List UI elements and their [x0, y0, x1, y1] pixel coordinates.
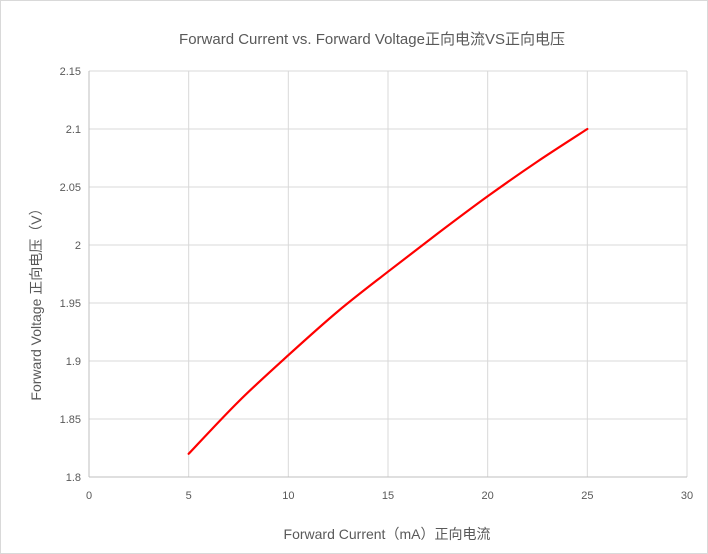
- series-group: [187, 127, 589, 455]
- grid-lines: [88, 70, 688, 478]
- x-tick-label: 5: [186, 490, 192, 502]
- y-tick-label: 1.8: [66, 472, 81, 484]
- y-tick-label: 2.05: [60, 182, 81, 194]
- x-tick-label: 0: [86, 490, 92, 502]
- y-tick-label: 2: [75, 240, 81, 252]
- x-tick-labels: 0 5 10 15 20 25 30: [86, 490, 693, 502]
- series-line: [187, 127, 589, 455]
- x-tick-label: 30: [681, 490, 693, 502]
- y-tick-label: 2.1: [66, 124, 81, 136]
- x-tick-label: 25: [581, 490, 593, 502]
- y-tick-label: 2.15: [60, 66, 81, 78]
- x-axis-title: Forward Current（mA）正向电流: [284, 526, 491, 542]
- y-tick-labels: 1.8 1.85 1.9 1.95 2 2.05 2.1 2.15: [60, 66, 81, 484]
- y-tick-label: 1.9: [66, 356, 81, 368]
- y-axis-title: Forward Voltage 正向电压（V）: [28, 201, 44, 400]
- y-tick-label: 1.85: [60, 414, 81, 426]
- x-tick-label: 15: [382, 490, 394, 502]
- y-tick-label: 1.95: [60, 298, 81, 310]
- chart-title: Forward Current vs. Forward Voltage正向电流V…: [179, 31, 565, 48]
- x-tick-label: 10: [282, 490, 294, 502]
- x-tick-label: 20: [482, 490, 494, 502]
